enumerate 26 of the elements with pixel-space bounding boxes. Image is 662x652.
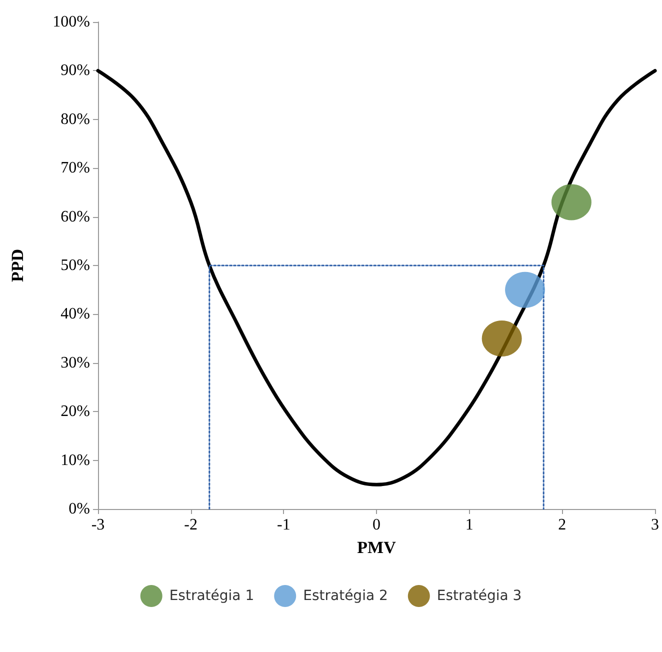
x-tick-label: 0 [372, 516, 380, 534]
y-tick-label: 30% [60, 354, 90, 372]
x-axis-title: PMV [357, 538, 397, 557]
y-tick-label: 90% [60, 62, 90, 80]
x-tick-label: -3 [91, 516, 105, 534]
y-tick-label: 80% [60, 110, 90, 128]
legend-label: Estratégia 3 [436, 588, 522, 604]
point [551, 184, 592, 220]
point [505, 272, 546, 308]
point [482, 320, 522, 357]
y-tick-label: 10% [60, 452, 90, 469]
y-tick-label: 60% [60, 208, 90, 226]
y-tick-label: 20% [60, 403, 90, 420]
y-tick-label: 100% [52, 14, 90, 30]
legend-label: Estratégia 2 [303, 588, 388, 604]
legend-label: Estratégia 1 [169, 588, 254, 604]
y-tick-label: 0% [68, 500, 90, 518]
x-tick-label: -2 [184, 516, 198, 534]
y-axis-title: PPD [8, 248, 27, 282]
x-tick-label: -1 [277, 516, 290, 534]
x-tick-label: 1 [465, 516, 474, 534]
y-tick-label: 50% [60, 257, 90, 274]
y-tick-label: 70% [60, 160, 90, 177]
x-tick-label: 3 [651, 516, 659, 534]
x-tick-label: 2 [558, 516, 566, 534]
y-tick-label: 40% [60, 306, 90, 323]
